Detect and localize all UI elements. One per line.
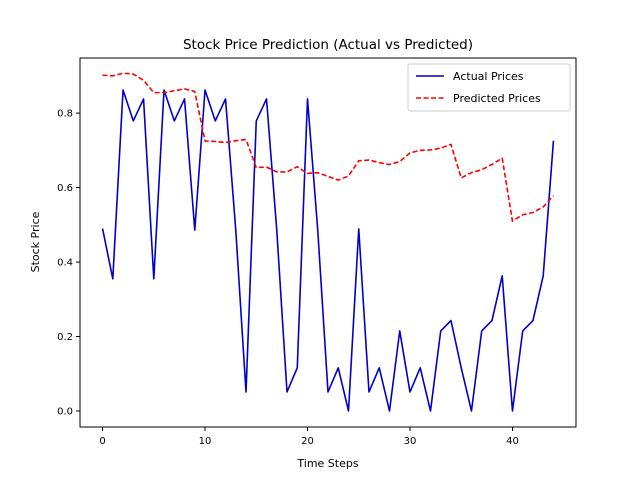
legend-box [407, 63, 571, 112]
x-tick-label: 0 [99, 436, 105, 447]
series-line-actual [101, 89, 555, 412]
x-axis-label: Time Steps [296, 457, 358, 470]
x-tick-label: 20 [301, 436, 314, 447]
legend-label-actual: Actual Prices [453, 70, 524, 83]
axes-frame [79, 57, 577, 428]
x-axis: 0 10 20 30 40 [99, 427, 519, 447]
y-tick-label: 0.2 [57, 332, 73, 343]
x-tick-label: 30 [404, 436, 417, 447]
x-tick-label: 40 [506, 436, 519, 447]
legend: Actual Prices Predicted Prices [407, 63, 571, 112]
chart-title: Stock Price Prediction (Actual vs Predic… [183, 37, 473, 53]
y-tick-label: 0.6 [57, 183, 73, 194]
plot-area [79, 57, 577, 428]
y-tick-label: 0.4 [57, 258, 73, 269]
legend-label-predicted: Predicted Prices [453, 92, 541, 105]
series-line-predicted [102, 72, 555, 222]
y-tick-label: 0.8 [57, 109, 73, 120]
y-tick-label: 0.0 [57, 406, 73, 417]
y-axis: 0.0 0.2 0.4 0.6 0.8 [57, 109, 80, 417]
y-axis-label: Stock Price [29, 211, 42, 272]
x-tick-label: 10 [199, 436, 212, 447]
series-layer [101, 72, 555, 412]
